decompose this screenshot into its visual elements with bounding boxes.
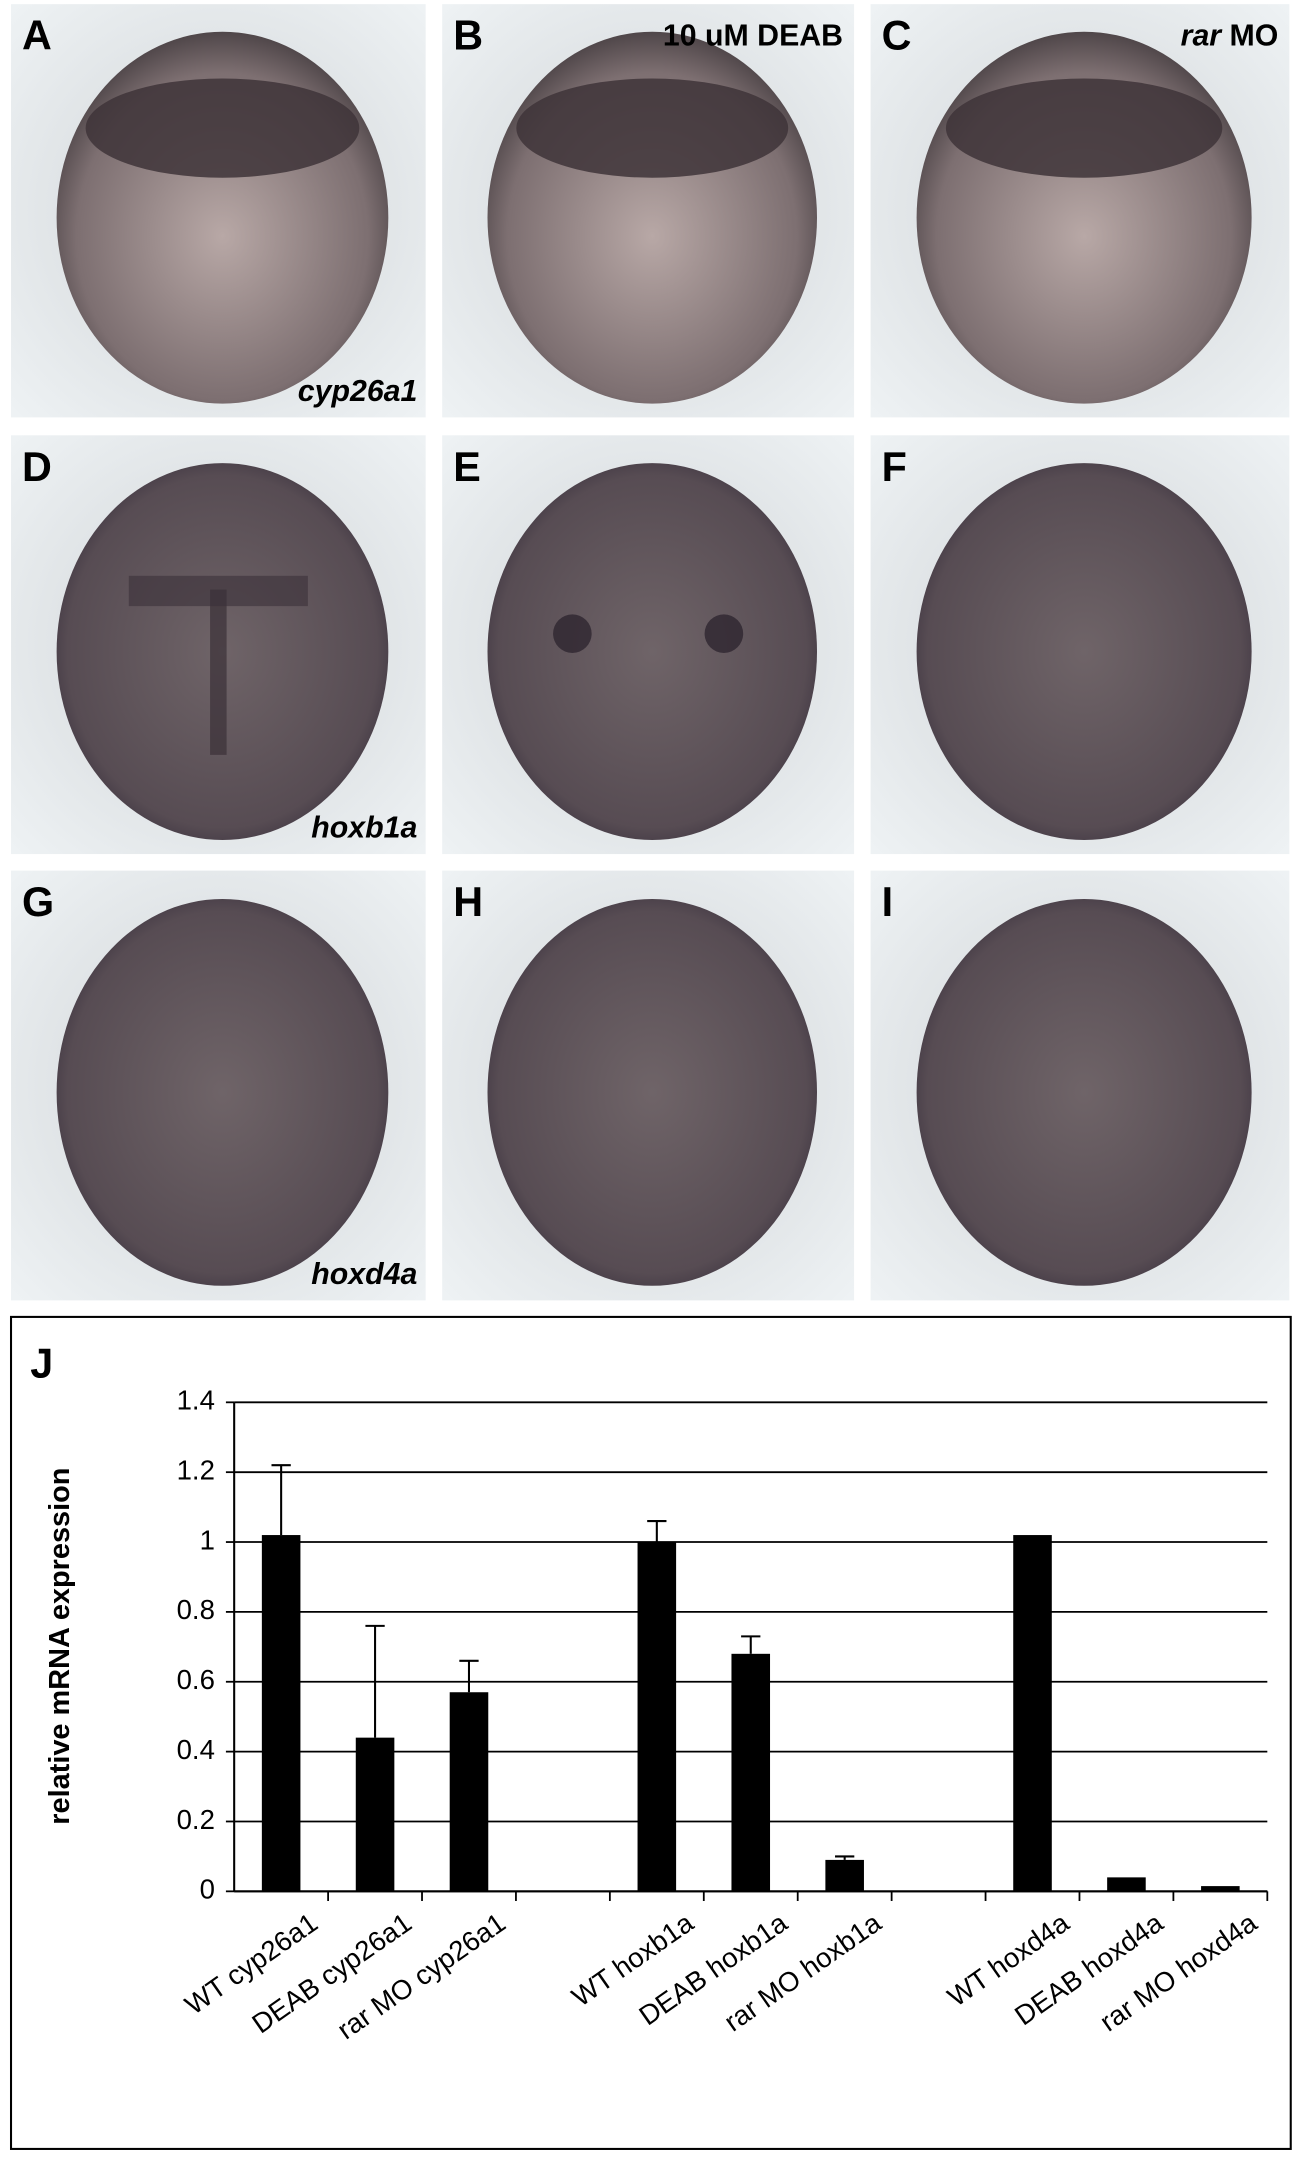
image-panel: I — [870, 870, 1290, 1301]
embryo — [916, 463, 1252, 841]
error-bar — [365, 1624, 385, 1738]
expression-spot — [553, 614, 592, 653]
gene-label: hoxd4a — [311, 1258, 417, 1291]
image-panel: F — [870, 435, 1290, 855]
expression-band — [945, 78, 1223, 178]
panel-letter: A — [22, 13, 52, 59]
expression-stripe — [210, 589, 227, 755]
expression-stripe — [128, 575, 308, 607]
treatment-label: rar MO — [1181, 19, 1279, 52]
image-panel: B 10 uM DEAB — [442, 4, 855, 418]
error-bar — [741, 1635, 761, 1654]
y-tick-label: 0.6 — [177, 1664, 215, 1695]
panel-letter: C — [882, 13, 912, 59]
error-bar — [647, 1520, 667, 1543]
bar — [731, 1653, 771, 1892]
panel-letter: B — [453, 13, 483, 59]
panel-letter: E — [453, 444, 481, 490]
gene-label: rar — [1181, 19, 1224, 52]
expression-band — [85, 78, 360, 178]
gene-label: hoxb1a — [311, 812, 417, 845]
error-bar — [835, 1855, 855, 1860]
y-tick-label: 1 — [200, 1524, 215, 1555]
panel-letter: I — [882, 879, 893, 925]
embryo — [56, 898, 389, 1286]
bar — [1201, 1886, 1240, 1892]
bar — [355, 1737, 395, 1892]
panel-letter: J — [30, 1341, 53, 1387]
image-panel: H — [442, 870, 855, 1301]
embryo — [487, 898, 818, 1286]
y-axis-label: relative mRNA expression — [44, 1468, 76, 1825]
panel-letter: D — [22, 444, 52, 490]
error-bar — [459, 1659, 479, 1693]
embryo — [487, 463, 818, 841]
bar — [637, 1542, 677, 1892]
image-panel: E — [442, 435, 855, 855]
expression-band — [516, 78, 789, 178]
panel-letter: F — [882, 444, 907, 490]
panel-letter: H — [453, 879, 483, 925]
y-tick-label: 1.2 — [177, 1454, 215, 1485]
panel-letter: G — [22, 879, 54, 925]
y-tick-label: 0 — [200, 1874, 215, 1905]
y-tick-label: 0.8 — [177, 1594, 215, 1625]
treatment-text: MO — [1230, 19, 1279, 52]
bar — [261, 1535, 301, 1892]
bar — [1107, 1877, 1146, 1892]
y-tick-label: 1.4 — [177, 1385, 215, 1416]
y-tick-label: 0.4 — [177, 1734, 215, 1765]
gene-label: cyp26a1 — [298, 375, 418, 408]
bar — [1013, 1535, 1052, 1892]
embryo — [916, 898, 1252, 1286]
error-bar — [271, 1464, 291, 1536]
y-tick-label: 0.2 — [177, 1804, 215, 1835]
expression-spot — [704, 614, 744, 653]
bar — [449, 1692, 489, 1892]
bar — [825, 1859, 864, 1892]
treatment-label: 10 uM DEAB — [663, 19, 843, 52]
